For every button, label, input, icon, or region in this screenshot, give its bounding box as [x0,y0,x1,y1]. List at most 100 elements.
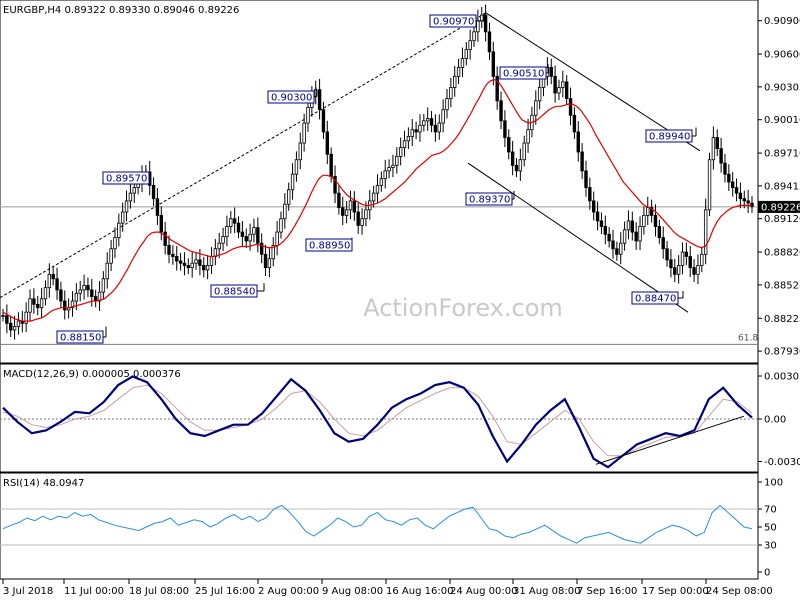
candle-body [306,107,310,124]
macd-y-axis: 0.003034 0.00 -0.003001 [758,372,800,468]
candle-body [669,259,673,269]
annotation-label: 0.88540 [214,287,255,298]
candle-body [634,231,638,242]
candle-body [653,214,658,227]
candle-body [568,98,573,116]
fib-label: 61.8 [738,333,758,343]
candle-body [487,31,492,53]
candle-body [151,184,156,200]
candle-body [16,320,21,328]
candle-body [302,122,306,144]
annotation-box [645,129,693,143]
candle-body [661,237,665,250]
candle-body [561,81,565,88]
candle-body [507,137,511,153]
candle-body [630,220,635,233]
moving-average-line [2,79,752,322]
candle-body [244,236,248,242]
time-tick-label: 9 Aug 08:00 [322,586,383,597]
rsi-panel-frame [0,472,759,580]
annotation-box [56,330,104,344]
time-tick-label: 31 Aug 08:00 [513,586,580,597]
price-tick-label: 0.88225 [764,314,800,325]
annotation-label: 0.90300 [271,93,312,104]
candle-body [229,218,233,227]
candle-body [441,109,445,124]
candle-body [402,140,407,148]
candle-body [290,173,295,191]
candle-body [252,227,256,235]
candle-body [510,151,515,166]
candle-body [317,89,322,111]
candle-body [209,256,214,266]
time-axis: 3 Jul 2018 11 Jul 00:00 18 Jul 08:00 25 Jul… [2,579,773,597]
candle-body [472,31,476,42]
time-tick-label: 3 Jul 2018 [3,586,53,597]
candle-body [406,135,411,142]
candle-body [495,75,499,102]
candle-body [63,300,67,311]
candle-body [456,67,461,77]
candle-body [344,209,349,216]
candle-body [649,207,654,216]
rsi-tick-label: 30 [764,541,777,552]
candle-body [294,159,299,175]
candle-body [688,256,692,269]
candle-body [167,245,171,255]
candle-body [445,98,449,111]
chart-title: EURGBP,H4 0.89322 0.89330 0.89046 0.8922… [3,5,239,16]
rising-trendline [0,12,487,299]
macd-panel: MACD(12,26,9) 0.000005 0.000376 0.003034… [0,363,800,473]
macd-panel-frame [0,363,759,473]
price-tick-label: 0.89415 [764,181,800,192]
candle-body [584,170,588,188]
candle-body [449,87,453,99]
channel-lower-line [467,162,689,313]
candle-body [460,58,465,68]
candle-body [205,265,210,271]
candle-body [491,51,496,77]
candle-body [557,87,561,94]
candle-body [198,259,202,266]
time-tick-label: 24 Aug 00:00 [450,586,517,597]
candle-body [615,248,619,255]
candle-body [518,159,523,172]
candle-body [719,148,723,164]
candle-body [47,273,52,289]
candle-body [298,142,302,161]
candle-body [580,151,584,172]
candle-body [734,187,739,194]
signal-line [2,384,753,457]
candle-body [175,256,179,262]
current-price-label: 0.89226 [761,202,800,213]
annotation-box [267,90,315,104]
candle-body [433,124,438,133]
candle-body [746,200,750,204]
candle-body [82,285,86,291]
channel-upper-line [485,12,701,152]
candle-body [646,207,650,216]
annotation-label: 0.88950 [309,241,350,252]
time-tick-label: 24 Sep 08:00 [706,586,773,597]
annotation-label: 0.89940 [649,132,690,143]
candle-body [360,218,364,226]
candle-body [576,131,580,153]
annotation-box [465,192,513,206]
candle-body [723,162,727,175]
candle-body [9,322,13,331]
candle-body [186,265,191,269]
candle-body [236,222,241,233]
moving-average [2,79,752,322]
candle-body [391,164,395,168]
candle-body [483,14,488,33]
candle-body [383,170,387,180]
candle-body [279,218,283,233]
candle-body [43,287,48,300]
candle-body [240,231,245,237]
annotation-box [102,171,150,185]
